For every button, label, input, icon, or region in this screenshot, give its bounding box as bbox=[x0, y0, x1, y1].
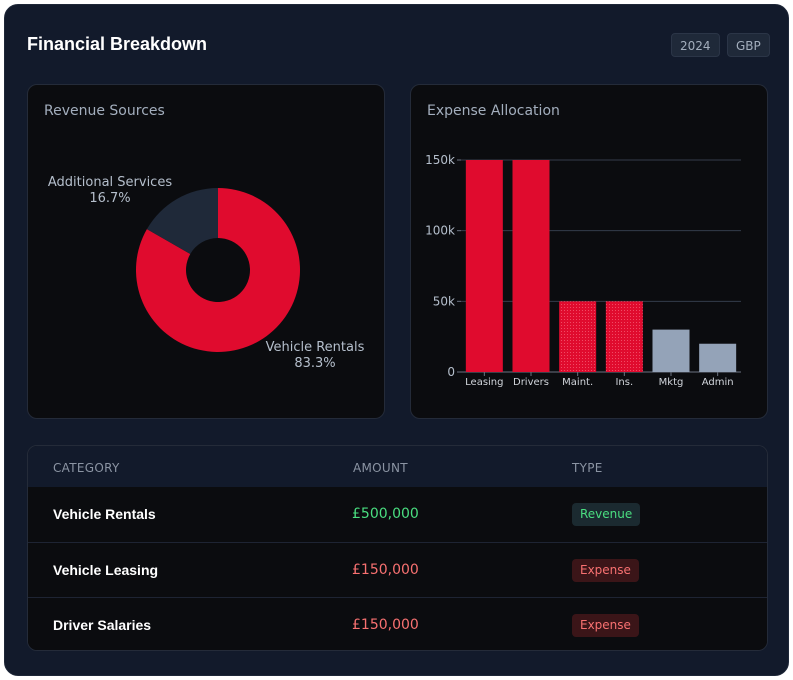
bar-ins[interactable] bbox=[605, 301, 643, 372]
row-category: Vehicle Rentals bbox=[53, 506, 156, 522]
x-tick-label: Mktg bbox=[659, 377, 684, 388]
y-tick-label: 50k bbox=[433, 294, 455, 308]
row-amount: £150,000 bbox=[352, 562, 419, 578]
bar-mktg[interactable] bbox=[652, 329, 690, 372]
bar-admin[interactable] bbox=[699, 343, 737, 372]
x-tick-label: Leasing bbox=[465, 377, 503, 388]
donut-slice-additional-services[interactable] bbox=[146, 188, 218, 255]
breakdown-table: CATEGORY AMOUNT TYPE Vehicle Rentals £50… bbox=[27, 445, 768, 651]
slice-pct-vehicle-rentals: 83.3% bbox=[294, 356, 335, 371]
table-header-row: CATEGORY AMOUNT TYPE bbox=[28, 446, 767, 487]
page-title: Financial Breakdown bbox=[27, 34, 208, 54]
expense-bar-chart: 0 50k 100k 150k Leasing Drivers Maint. Ins. Mkt… bbox=[425, 153, 741, 388]
expense-card-title: Expense Allocation bbox=[427, 103, 560, 119]
x-tick-label: Drivers bbox=[513, 377, 549, 388]
slice-label-additional-services: Additional Services bbox=[48, 175, 172, 190]
row-category: Vehicle Leasing bbox=[53, 562, 159, 578]
currency-badge[interactable]: GBP bbox=[727, 33, 770, 57]
header-category: CATEGORY bbox=[53, 461, 120, 475]
revenue-sources-card: Revenue Sources Additional Services 16.7… bbox=[27, 84, 385, 419]
revenue-card-title: Revenue Sources bbox=[44, 103, 165, 119]
table-row[interactable]: Vehicle Leasing £150,000 Expense bbox=[28, 543, 767, 598]
revenue-donut-chart: Additional Services 16.7% Vehicle Rental… bbox=[48, 175, 365, 371]
bar-maint[interactable] bbox=[559, 301, 597, 372]
table-row[interactable]: Vehicle Rentals £500,000 Revenue bbox=[28, 487, 767, 542]
type-badge-expense: Expense bbox=[572, 559, 639, 582]
year-badge[interactable]: 2024 bbox=[671, 33, 720, 57]
x-tick-label: Ins. bbox=[615, 377, 633, 388]
x-tick-label: Maint. bbox=[562, 377, 593, 388]
row-amount: £500,000 bbox=[352, 506, 419, 522]
slice-pct-additional-services: 16.7% bbox=[89, 191, 130, 206]
type-badge-revenue: Revenue bbox=[572, 503, 641, 526]
dashboard-panel: Financial Breakdown 2024 GBP Revenue Sou… bbox=[4, 4, 789, 676]
y-tick-label: 0 bbox=[447, 365, 455, 379]
y-tick-label: 150k bbox=[425, 153, 455, 167]
expense-allocation-card: Expense Allocation 0 50k 100k 150k Leasing D… bbox=[410, 84, 768, 419]
y-tick-label: 100k bbox=[425, 224, 455, 238]
donut-slice-vehicle-rentals[interactable] bbox=[135, 188, 300, 353]
row-category: Driver Salaries bbox=[53, 617, 152, 633]
table-row[interactable]: Driver Salaries £150,000 Expense bbox=[28, 598, 767, 650]
type-badge-expense: Expense bbox=[572, 614, 639, 637]
header-type: TYPE bbox=[572, 461, 603, 475]
header-amount: AMOUNT bbox=[353, 461, 408, 475]
x-tick-label: Admin bbox=[702, 377, 734, 388]
bar-leasing[interactable] bbox=[465, 160, 503, 372]
row-amount: £150,000 bbox=[352, 617, 419, 633]
slice-label-vehicle-rentals: Vehicle Rentals bbox=[266, 340, 365, 355]
bar-drivers[interactable] bbox=[512, 160, 550, 372]
row-divider bbox=[28, 597, 767, 598]
row-divider bbox=[28, 542, 767, 543]
